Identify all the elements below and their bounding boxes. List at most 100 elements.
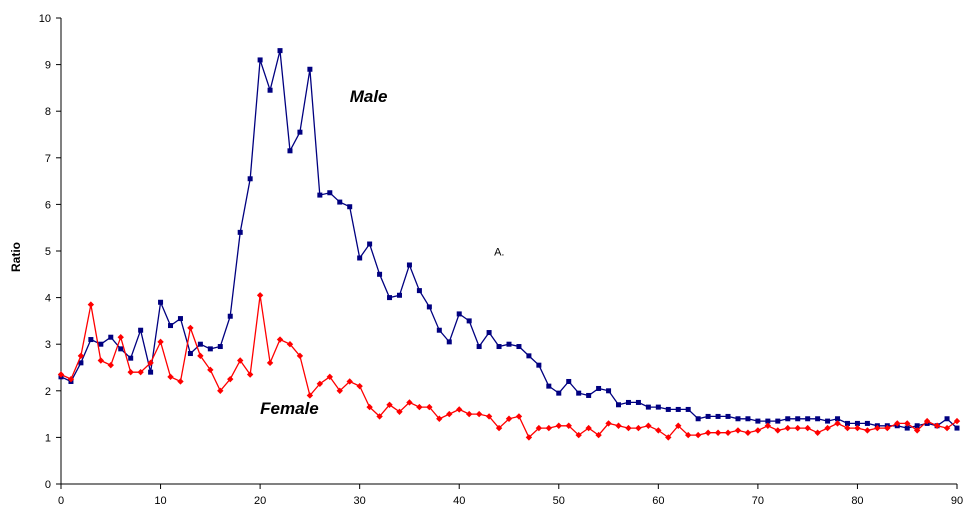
female-point	[366, 403, 373, 411]
female-point	[565, 422, 572, 429]
male-point	[197, 341, 203, 347]
male-point	[835, 416, 841, 422]
male-point	[576, 390, 582, 396]
female-series	[57, 292, 961, 441]
female-point	[246, 371, 254, 378]
female-point	[286, 341, 294, 348]
male-point	[775, 418, 781, 424]
male-point	[307, 66, 313, 72]
x-tick-label: 20	[254, 495, 266, 507]
y-tick-label: 0	[45, 479, 51, 491]
male-point	[864, 420, 870, 426]
male-series	[58, 48, 960, 431]
female-point	[147, 359, 154, 367]
male-point	[327, 190, 333, 196]
male-point	[944, 416, 950, 422]
female-point	[475, 410, 483, 418]
male-point	[317, 192, 323, 198]
male-series-line	[60, 50, 958, 429]
male-point	[645, 404, 651, 410]
male-point	[675, 406, 681, 412]
male-point	[138, 327, 144, 333]
female-point	[266, 359, 274, 367]
male-point	[516, 344, 522, 350]
female-point	[545, 424, 553, 432]
female-point	[456, 406, 463, 413]
male-point	[247, 176, 253, 182]
female-point	[217, 387, 224, 394]
tick-labels: 0 1 2 3 4 5 6 7 8 9 10 0 10 20 30 40 50 60 70 80 90	[39, 13, 963, 507]
male-point	[795, 416, 801, 422]
x-tick-label: 60	[652, 495, 664, 507]
female-point	[933, 422, 941, 429]
male-point	[805, 416, 811, 422]
female-point	[157, 338, 164, 346]
female-point	[97, 357, 105, 364]
female-point	[386, 401, 393, 408]
female-point	[406, 399, 413, 406]
female-point	[784, 424, 791, 432]
male-point	[486, 330, 492, 336]
male-point	[606, 388, 612, 394]
male-point	[665, 406, 671, 412]
female-point	[734, 427, 742, 434]
male-label: Male	[350, 87, 388, 106]
male-point	[695, 416, 701, 422]
female-point	[426, 403, 433, 411]
female-point	[724, 429, 732, 436]
female-point	[87, 301, 95, 308]
female-point	[894, 420, 901, 427]
female-point	[615, 422, 622, 429]
male-point	[586, 392, 592, 398]
male-point	[546, 383, 552, 389]
female-point	[227, 375, 234, 383]
male-point	[685, 406, 691, 412]
male-point	[556, 390, 562, 396]
male-point	[118, 346, 124, 352]
y-tick-label: 6	[45, 199, 51, 211]
male-point	[207, 346, 213, 352]
female-point	[754, 427, 762, 434]
male-point	[466, 318, 472, 324]
male-point	[128, 355, 134, 361]
male-point	[635, 399, 641, 405]
female-point	[207, 366, 214, 374]
y-tick-label: 1	[45, 432, 51, 444]
male-point	[844, 420, 850, 426]
male-point	[237, 229, 243, 235]
female-point	[485, 413, 493, 420]
male-point	[187, 351, 193, 357]
male-point	[357, 255, 363, 261]
female-point	[764, 422, 772, 429]
female-point	[107, 361, 114, 369]
female-point	[625, 424, 632, 432]
female-point	[535, 424, 543, 432]
male-point	[396, 292, 402, 298]
female-point	[814, 429, 821, 436]
y-tick-label: 9	[45, 60, 51, 72]
female-point	[167, 373, 174, 381]
female-point	[884, 424, 891, 432]
y-tick-label: 2	[45, 386, 51, 398]
female-point	[864, 427, 871, 434]
female-point	[804, 424, 811, 432]
male-point	[337, 199, 343, 205]
female-point	[525, 434, 533, 441]
female-point	[57, 371, 65, 378]
male-point	[98, 341, 104, 347]
male-point	[347, 204, 353, 210]
annotation-text: A.	[494, 247, 504, 259]
male-point	[655, 404, 661, 410]
female-point	[356, 382, 363, 390]
male-point	[78, 360, 84, 366]
male-point	[616, 402, 622, 408]
female-point	[854, 424, 861, 432]
male-point	[217, 344, 223, 350]
female-point	[675, 422, 682, 429]
series-layer	[57, 48, 961, 441]
female-point	[585, 424, 592, 432]
male-point	[755, 418, 761, 424]
female-point	[465, 410, 473, 418]
y-tick-label: 4	[45, 293, 51, 305]
